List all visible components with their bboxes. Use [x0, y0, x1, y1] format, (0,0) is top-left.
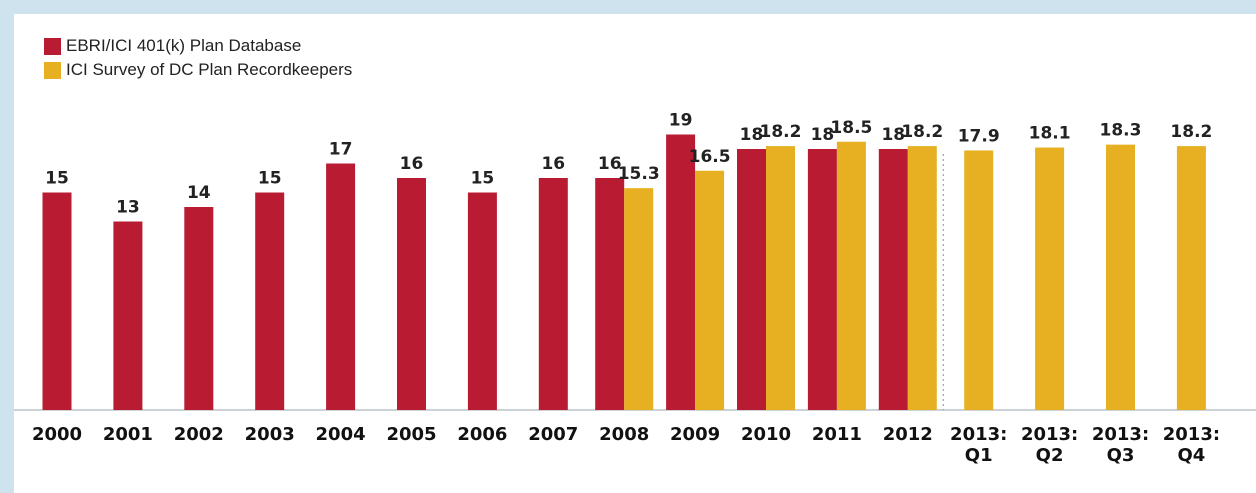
category-label-2004: 2004 [316, 424, 366, 445]
value-label-ici-survey-2011: 18.5 [830, 118, 872, 138]
bar-ebri-2002 [184, 207, 214, 410]
bar-ebri-2011 [807, 149, 837, 410]
legend: EBRI/ICI 401(k) Plan Database ICI Survey… [44, 34, 352, 82]
value-label-ici-survey-2013-Q2: 18.1 [1029, 124, 1071, 144]
bar-ebri-2006 [467, 192, 497, 410]
category-label-2013-Q4-line1: 2013: [1163, 424, 1220, 445]
value-label-ici-survey-2008: 15.3 [618, 164, 660, 184]
bar-ici-survey-2013-Q2 [1035, 147, 1065, 411]
category-label-2012: 2012 [883, 424, 933, 445]
value-label-ebri-2010: 18 [740, 125, 764, 145]
category-label-2013-Q2-line1: 2013: [1021, 424, 1078, 445]
category-label-2013-Q4-line2: Q4 [1177, 445, 1205, 466]
value-label-ebri-2006: 15 [471, 169, 495, 189]
legend-label-ebri: EBRI/ICI 401(k) Plan Database [66, 36, 302, 55]
bar-ebri-2003 [255, 192, 285, 410]
value-label-ici-survey-2013-Q3: 18.3 [1100, 121, 1142, 141]
bar-ici-survey-2009 [695, 170, 725, 410]
value-label-ici-survey-2013-Q1: 17.9 [958, 126, 1000, 146]
category-label-2013-Q1-line2: Q1 [965, 445, 993, 466]
value-label-ebri-2012: 18 [881, 125, 905, 145]
category-label-2009: 2009 [670, 424, 720, 445]
bar-chart: 15 2000 13 2001 14 2002 15 2003 17 2004 16 2005 15 20… [14, 111, 1256, 466]
category-label-2013-Q3-line2: Q3 [1107, 445, 1135, 466]
bar-ebri-2005 [397, 178, 426, 410]
category-label-2013-Q3-line1: 2013: [1092, 424, 1149, 445]
category-label-2001: 2001 [103, 424, 153, 445]
chart-panel: EBRI/ICI 401(k) Plan Database ICI Survey… [14, 14, 1256, 493]
category-label-2000: 2000 [32, 424, 82, 445]
bar-ebri-2012 [878, 149, 908, 410]
category-label-2011: 2011 [812, 424, 862, 445]
legend-swatch-ebri [44, 37, 61, 55]
value-label-ici-survey-2013-Q4: 18.2 [1170, 122, 1212, 142]
bar-ici-survey-2013-Q1 [964, 150, 994, 410]
value-label-ebri-2005: 16 [400, 154, 424, 174]
value-label-ici-survey-2009: 16.5 [689, 147, 731, 167]
value-label-ebri-2000: 15 [45, 169, 69, 189]
bar-ebri-2007 [538, 178, 568, 410]
legend-label-ici-survey: ICI Survey of DC Plan Recordkeepers [66, 60, 353, 79]
category-label-2013-Q1-line1: 2013: [950, 424, 1007, 445]
category-label-2006: 2006 [457, 424, 507, 445]
value-label-ici-survey-2012: 18.2 [901, 122, 943, 142]
category-label-2013-Q2-line2: Q2 [1036, 445, 1064, 466]
bar-ebri-2004 [326, 163, 356, 410]
value-label-ebri-2003: 15 [258, 169, 282, 189]
value-label-ebri-2008: 16 [598, 154, 622, 174]
value-label-ebri-2004: 17 [329, 140, 353, 160]
bar-ebri-2010 [737, 149, 766, 410]
bar-ici-survey-2013-Q3 [1106, 144, 1135, 410]
legend-item-ebri: EBRI/ICI 401(k) Plan Database [44, 34, 352, 58]
value-label-ebri-2009: 19 [669, 111, 693, 131]
value-label-ebri-2007: 16 [541, 154, 565, 174]
value-label-ebri-2011: 18 [811, 125, 835, 145]
bar-ebri-2001 [113, 221, 143, 410]
value-label-ici-survey-2010: 18.2 [760, 122, 802, 142]
bar-ici-survey-2013-Q4 [1176, 146, 1206, 410]
category-label-2002: 2002 [174, 424, 224, 445]
bar-ebri-2008 [595, 178, 625, 410]
category-label-2010: 2010 [741, 424, 791, 445]
category-label-2008: 2008 [599, 424, 649, 445]
legend-item-ici-survey: ICI Survey of DC Plan Recordkeepers [44, 58, 352, 82]
bar-ici-survey-2011 [836, 141, 866, 410]
bar-ici-survey-2010 [766, 146, 795, 410]
value-label-ebri-2001: 13 [116, 198, 140, 218]
value-label-ebri-2002: 14 [187, 183, 211, 203]
bar-ebri-2000 [42, 192, 72, 410]
bar-ici-survey-2008 [624, 188, 654, 410]
category-label-2005: 2005 [386, 424, 436, 445]
legend-swatch-ici-survey [44, 61, 61, 79]
bar-ebri-2009 [666, 134, 696, 410]
bar-ici-survey-2012 [907, 146, 937, 410]
category-label-2007: 2007 [528, 424, 578, 445]
category-label-2003: 2003 [245, 424, 295, 445]
